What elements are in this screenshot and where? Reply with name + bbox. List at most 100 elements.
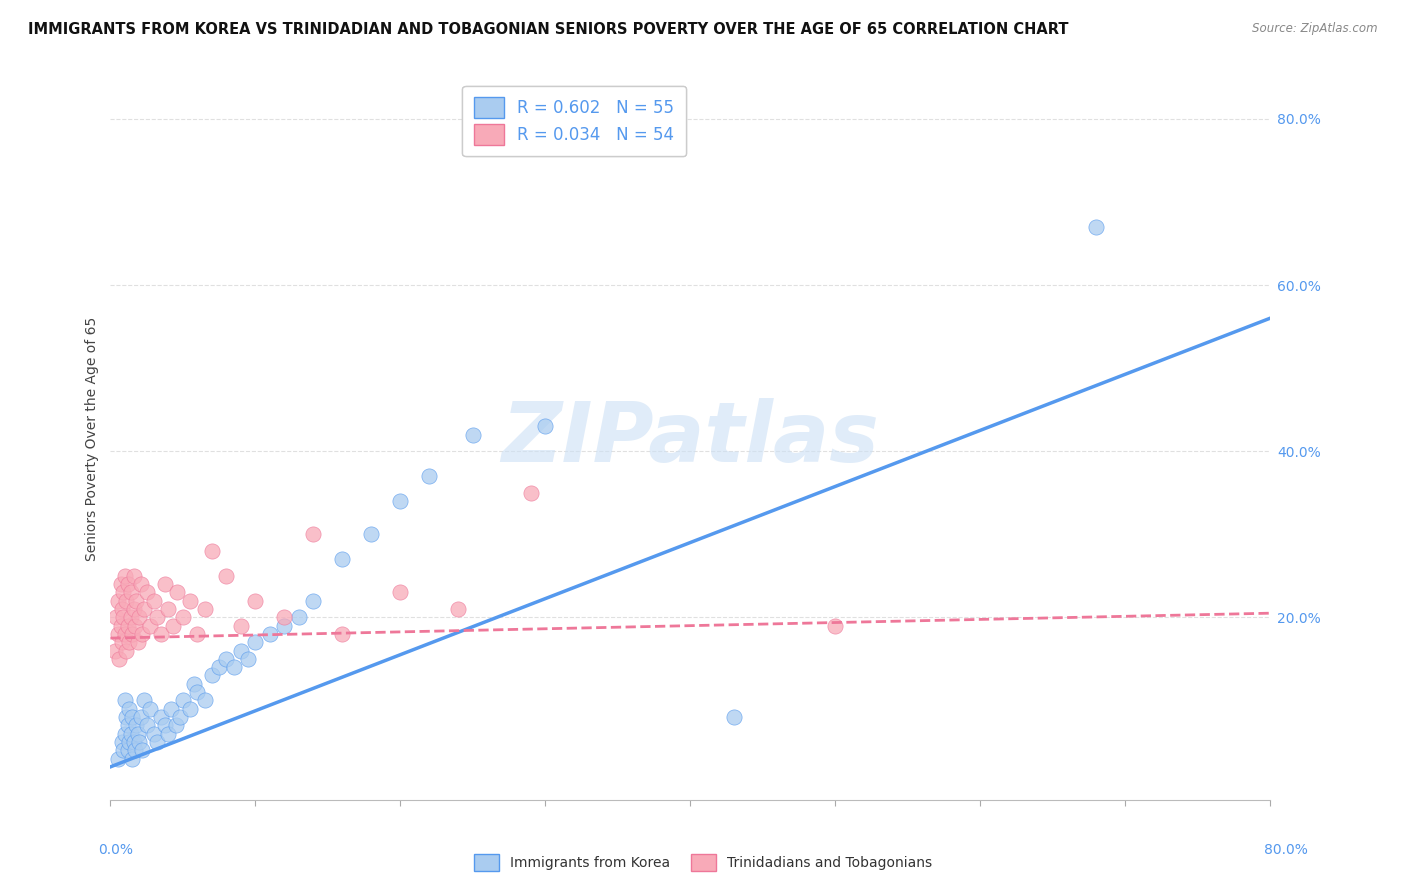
Point (160, 702, 183, 716)
Point (129, 710, 152, 724)
Point (155, 577, 177, 591)
Point (131, 627, 153, 641)
Point (108, 652, 131, 666)
Point (131, 743, 153, 757)
Point (114, 627, 136, 641)
Point (179, 593, 201, 607)
Point (127, 635, 149, 649)
Point (330, 627, 353, 641)
Legend: Immigrants from Korea, Trinidadians and Tobagonians: Immigrants from Korea, Trinidadians and … (468, 848, 938, 876)
Text: 0.0%: 0.0% (98, 843, 134, 857)
Point (215, 569, 238, 583)
Point (135, 718, 157, 732)
Point (138, 702, 160, 716)
Point (150, 627, 173, 641)
Point (132, 602, 155, 616)
Point (162, 618, 184, 632)
Point (117, 618, 139, 632)
Point (115, 710, 138, 724)
Point (236, 652, 259, 666)
Text: Source: ZipAtlas.com: Source: ZipAtlas.com (1253, 22, 1378, 36)
Point (118, 735, 141, 749)
Point (112, 610, 135, 624)
Point (157, 602, 180, 616)
Text: 80.0%: 80.0% (1264, 843, 1308, 857)
Point (111, 635, 134, 649)
Point (461, 427, 484, 442)
Point (114, 569, 136, 583)
Point (723, 710, 745, 724)
Point (142, 726, 165, 740)
Point (112, 743, 135, 757)
Point (107, 593, 129, 607)
Point (273, 610, 295, 624)
Point (105, 610, 128, 624)
Point (107, 627, 129, 641)
Point (519, 485, 541, 500)
Text: ZIPatlas: ZIPatlas (501, 398, 879, 479)
Point (302, 527, 325, 541)
Point (215, 652, 238, 666)
Point (129, 577, 152, 591)
Point (120, 585, 142, 599)
Point (172, 693, 194, 707)
Point (288, 610, 311, 624)
Point (104, 643, 127, 657)
Point (117, 577, 139, 591)
Point (1084, 219, 1107, 234)
Point (120, 610, 142, 624)
Point (111, 735, 134, 749)
Point (222, 660, 245, 674)
Text: IMMIGRANTS FROM KOREA VS TRINIDADIAN AND TOBAGONIAN SENIORS POVERTY OVER THE AGE: IMMIGRANTS FROM KOREA VS TRINIDADIAN AND… (28, 22, 1069, 37)
Point (166, 585, 188, 599)
Point (273, 618, 295, 632)
Point (172, 610, 194, 624)
Point (194, 693, 217, 707)
Point (186, 627, 208, 641)
Point (122, 602, 145, 616)
Point (118, 635, 141, 649)
Point (118, 702, 141, 716)
Point (128, 610, 150, 624)
Point (115, 643, 138, 657)
Point (183, 677, 205, 691)
Point (360, 527, 382, 541)
Point (112, 585, 135, 599)
Point (124, 743, 146, 757)
Point (245, 593, 267, 607)
Point (229, 618, 252, 632)
Point (124, 618, 146, 632)
Point (186, 685, 208, 699)
Point (121, 710, 143, 724)
Point (110, 577, 132, 591)
Point (120, 726, 142, 740)
Point (165, 718, 187, 732)
Point (125, 593, 148, 607)
Point (121, 627, 143, 641)
Point (114, 726, 136, 740)
Point (229, 643, 252, 657)
Point (146, 735, 169, 749)
Point (155, 718, 177, 732)
Legend: R = 0.602   N = 55, R = 0.034   N = 54: R = 0.602 N = 55, R = 0.034 N = 54 (463, 86, 686, 156)
Point (121, 751, 143, 765)
Point (418, 469, 440, 483)
Y-axis label: Seniors Poverty Over the Age of 65: Seniors Poverty Over the Age of 65 (86, 317, 100, 561)
Point (302, 593, 325, 607)
Point (135, 585, 157, 599)
Point (201, 544, 224, 558)
Point (179, 702, 201, 716)
Point (389, 494, 412, 508)
Point (150, 710, 173, 724)
Point (114, 693, 136, 707)
Point (138, 618, 160, 632)
Point (127, 726, 149, 740)
Point (125, 718, 148, 732)
Point (389, 585, 412, 599)
Point (146, 610, 169, 624)
Point (330, 552, 353, 566)
Point (117, 718, 139, 732)
Point (107, 751, 129, 765)
Point (201, 668, 224, 682)
Point (132, 693, 155, 707)
